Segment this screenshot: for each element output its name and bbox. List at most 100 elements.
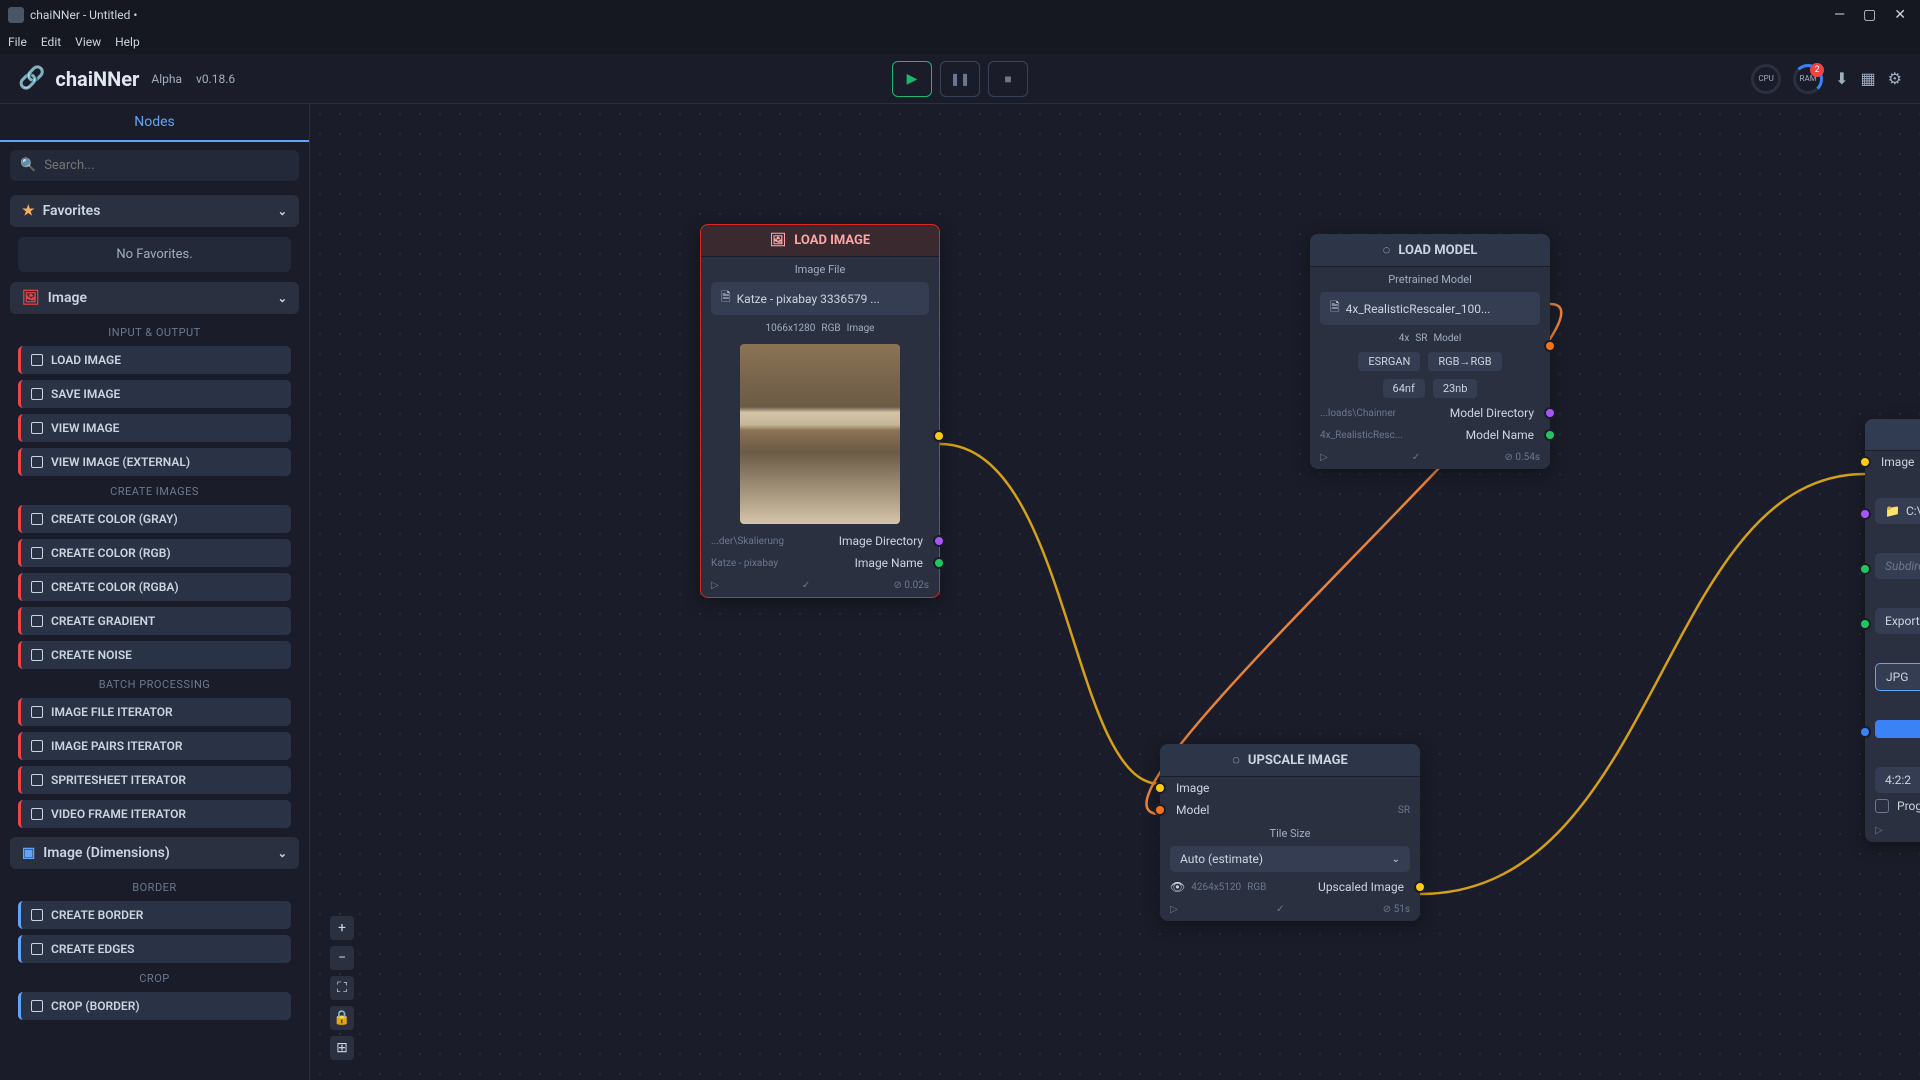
output-port-mdir[interactable] bbox=[1544, 407, 1556, 419]
output-port-directory[interactable] bbox=[933, 535, 945, 547]
fit-button[interactable]: ⛶ bbox=[330, 976, 354, 1000]
check-icon: ✓ bbox=[1412, 452, 1420, 463]
image-icon: 🖼 bbox=[770, 233, 787, 248]
version-badge: v0.18.6 bbox=[196, 72, 235, 86]
image-meta: 1066x1280RGBImage bbox=[701, 319, 939, 338]
run-icon[interactable]: ▷ bbox=[1320, 452, 1328, 463]
sidebar-item-create-edges[interactable]: CREATE EDGES bbox=[18, 935, 291, 963]
sidebar-item-file-iter[interactable]: IMAGE FILE ITERATOR bbox=[18, 698, 291, 726]
minimize-button[interactable]: — bbox=[1834, 7, 1845, 23]
timer: ⊘ 0.54s bbox=[1504, 452, 1540, 463]
progressive-checkbox[interactable]: Progressive bbox=[1875, 799, 1920, 813]
lock-button[interactable]: 🔒 bbox=[330, 1006, 354, 1030]
menubar: File Edit View Help bbox=[0, 30, 1920, 54]
sidebar-item-crop-border[interactable]: CROP (BORDER) bbox=[18, 992, 291, 1020]
name-input[interactable]: Export Katze bbox=[1875, 608, 1920, 634]
play-button[interactable]: ▶ bbox=[892, 61, 932, 97]
menu-file[interactable]: File bbox=[8, 35, 27, 49]
settings-icon[interactable]: ⚙ bbox=[1888, 69, 1902, 88]
maximize-button[interactable]: ▢ bbox=[1863, 7, 1876, 23]
app-name: chaiNNer bbox=[55, 67, 139, 91]
header: 🔗 chaiNNer Alpha v0.18.6 ▶ ❚❚ ■ CPU RAM2… bbox=[0, 54, 1920, 104]
zoom-out-button[interactable]: − bbox=[330, 946, 354, 970]
sidebar-item-view-image[interactable]: VIEW IMAGE bbox=[18, 414, 291, 442]
canvas[interactable]: 🖼LOAD IMAGE Image File 🗎Katze - pixabay … bbox=[310, 104, 1920, 1080]
sidebar-item-sprite-iter[interactable]: SPRITESHEET ITERATOR bbox=[18, 766, 291, 794]
group-io: INPUT & OUTPUT bbox=[0, 320, 309, 343]
sidebar-item-create-rgba[interactable]: CREATE COLOR (RGBA) bbox=[18, 573, 291, 601]
input-port-sub[interactable] bbox=[1859, 563, 1871, 575]
tab-nodes[interactable]: Nodes bbox=[0, 104, 309, 142]
grid-button[interactable]: ⊞ bbox=[330, 1036, 354, 1060]
sidebar-item-create-noise[interactable]: CREATE NOISE bbox=[18, 641, 291, 669]
file-picker[interactable]: 🗎Katze - pixabay 3336579 ... bbox=[711, 282, 929, 315]
sidebar-item-save-image[interactable]: SAVE IMAGE bbox=[18, 380, 291, 408]
stop-button[interactable]: ■ bbox=[988, 61, 1028, 97]
zoom-controls: + − ⛶ 🔒 ⊞ bbox=[330, 916, 354, 1060]
layout-icon[interactable]: ▦ bbox=[1861, 69, 1876, 88]
chevron-down-icon: ⌄ bbox=[1392, 854, 1400, 865]
output-port-image[interactable] bbox=[933, 430, 945, 442]
label-model-file: Pretrained Model bbox=[1310, 267, 1550, 288]
quality-slider[interactable] bbox=[1875, 720, 1920, 738]
sidebar-item-create-gradient[interactable]: CREATE GRADIENT bbox=[18, 607, 291, 635]
sidebar-item-create-rgb[interactable]: CREATE COLOR (RGB) bbox=[18, 539, 291, 567]
sidebar-item-load-image[interactable]: LOAD IMAGE bbox=[18, 346, 291, 374]
subdir-input[interactable]: Subdirectory Path bbox=[1875, 553, 1920, 579]
download-icon[interactable]: ⬇ bbox=[1835, 69, 1848, 88]
search-input[interactable]: 🔍 bbox=[10, 150, 299, 181]
check-icon: ✓ bbox=[1276, 904, 1284, 915]
star-icon: ★ bbox=[22, 203, 35, 219]
section-favorites[interactable]: ★ Favorites ⌄ bbox=[10, 195, 299, 227]
menu-view[interactable]: View bbox=[75, 35, 101, 49]
node-load-model[interactable]: ◌LOAD MODEL Pretrained Model 🗎4x_Realist… bbox=[1310, 234, 1550, 469]
run-icon[interactable]: ▷ bbox=[711, 580, 719, 591]
close-button[interactable]: ✕ bbox=[1894, 7, 1906, 23]
run-icon[interactable]: ▷ bbox=[1875, 825, 1883, 836]
menu-help[interactable]: Help bbox=[115, 35, 140, 49]
sidebar-item-create-border[interactable]: CREATE BORDER bbox=[18, 901, 291, 929]
run-icon[interactable]: ▷ bbox=[1170, 904, 1178, 915]
chroma-select[interactable]: 4:2:2⌄ bbox=[1875, 767, 1920, 793]
group-create: CREATE IMAGES bbox=[0, 479, 309, 502]
input-port-name[interactable] bbox=[1859, 618, 1871, 630]
input-port-image[interactable] bbox=[1859, 456, 1871, 468]
input-port-quality[interactable] bbox=[1859, 726, 1871, 738]
output-model-dir: ...loads\ChainnerModel Directory bbox=[1310, 402, 1550, 424]
input-port-dir[interactable] bbox=[1859, 508, 1871, 520]
dir-picker[interactable]: 📁C:\Users\stefa\4eck Me... bbox=[1875, 498, 1920, 524]
sidebar-item-create-gray[interactable]: CREATE COLOR (GRAY) bbox=[18, 505, 291, 533]
sidebar-item-view-image-external[interactable]: VIEW IMAGE (EXTERNAL) bbox=[18, 448, 291, 476]
output-port-upscaled[interactable] bbox=[1414, 881, 1426, 893]
eye-icon[interactable]: 👁 bbox=[1170, 880, 1185, 894]
model-chips2: 64nf23nb bbox=[1310, 375, 1550, 402]
section-image[interactable]: 🖼 Image ⌄ bbox=[10, 282, 299, 314]
node-upscale[interactable]: ◌UPSCALE IMAGE Image ModelSR Tile Size A… bbox=[1160, 744, 1420, 921]
model-picker[interactable]: 🗎4x_RealisticRescaler_100... bbox=[1320, 292, 1540, 325]
app-icon bbox=[8, 7, 24, 23]
label-ext: Image Extension bbox=[1865, 638, 1920, 659]
input-port-image[interactable] bbox=[1154, 782, 1166, 794]
ext-select[interactable]: JPG⌄ bbox=[1875, 663, 1920, 691]
output-port-name[interactable] bbox=[933, 557, 945, 569]
menu-edit[interactable]: Edit bbox=[41, 35, 61, 49]
tile-select[interactable]: Auto (estimate)⌄ bbox=[1170, 846, 1410, 872]
connection-edges bbox=[310, 104, 1920, 1080]
folder-icon: 📁 bbox=[1885, 504, 1900, 518]
check-icon: ✓ bbox=[802, 580, 810, 591]
output-directory: ...der\SkalierungImage Directory bbox=[701, 530, 939, 552]
section-dims[interactable]: ▣ Image (Dimensions) ⌄ bbox=[10, 837, 299, 869]
output-name: Katze - pixabayImage Name bbox=[701, 552, 939, 574]
timer: ⊘ 0.02s bbox=[893, 580, 929, 591]
node-load-image[interactable]: 🖼LOAD IMAGE Image File 🗎Katze - pixabay … bbox=[700, 224, 940, 598]
output-port-mname[interactable] bbox=[1544, 429, 1556, 441]
node-save-image[interactable]: 💾SAVE IMAGE Image Base Directory 📁C:\Use… bbox=[1865, 419, 1920, 842]
pause-button[interactable]: ❚❚ bbox=[940, 61, 980, 97]
output-port-model[interactable] bbox=[1544, 340, 1556, 352]
sidebar-item-video-iter[interactable]: VIDEO FRAME ITERATOR bbox=[18, 800, 291, 828]
input-image: Image bbox=[1160, 777, 1420, 799]
sidebar-item-pairs-iter[interactable]: IMAGE PAIRS ITERATOR bbox=[18, 732, 291, 760]
input-port-model[interactable] bbox=[1154, 804, 1166, 816]
zoom-in-button[interactable]: + bbox=[330, 916, 354, 940]
search-field[interactable] bbox=[44, 158, 289, 173]
